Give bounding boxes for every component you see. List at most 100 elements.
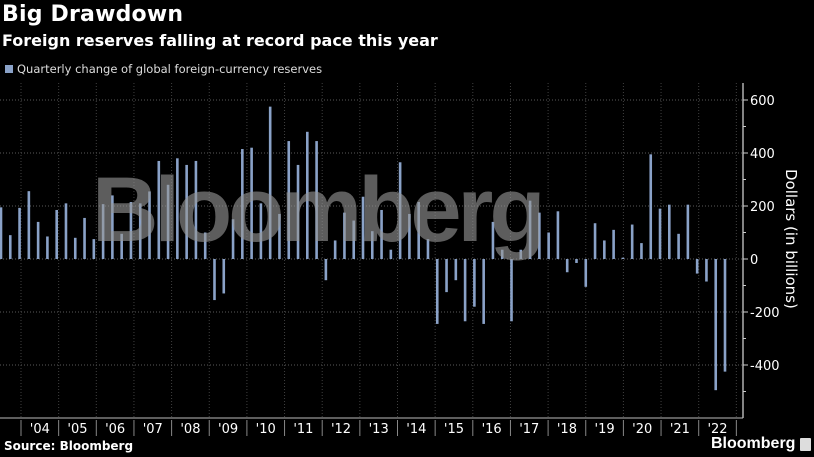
bar <box>603 240 606 259</box>
bar <box>203 232 207 259</box>
bar <box>417 202 420 259</box>
bar <box>101 204 105 259</box>
bar <box>111 195 114 259</box>
bar <box>176 158 179 259</box>
bar <box>36 221 40 259</box>
bar <box>695 259 699 274</box>
bar <box>315 141 318 259</box>
bar <box>565 259 569 273</box>
x-tick-label: '08 <box>180 422 200 437</box>
bar <box>343 212 346 259</box>
bar <box>584 259 588 287</box>
bar <box>612 229 615 259</box>
bar <box>166 184 170 259</box>
x-tick-label: '11 <box>293 422 313 437</box>
bar <box>324 259 328 281</box>
bar <box>361 196 365 259</box>
bar <box>398 162 402 259</box>
bar <box>250 147 253 259</box>
bar <box>491 221 495 259</box>
x-tick-label: '20 <box>632 422 652 437</box>
bar <box>278 213 281 259</box>
y-tick-label: -400 <box>750 359 780 374</box>
bar <box>259 203 263 259</box>
x-tick-label: '19 <box>595 422 615 437</box>
bar <box>148 191 151 259</box>
x-tick-label: '06 <box>105 422 125 437</box>
bar <box>519 249 523 259</box>
x-tick-label: '15 <box>444 422 464 437</box>
bar <box>370 231 374 259</box>
x-tick-label: '12 <box>331 422 351 437</box>
bar <box>435 259 439 324</box>
x-tick-label: '05 <box>67 422 87 437</box>
bar <box>714 259 718 391</box>
bar <box>621 257 625 259</box>
bar <box>352 220 356 259</box>
bar <box>73 237 77 259</box>
bar <box>8 235 12 259</box>
bar <box>510 259 513 322</box>
bar <box>83 217 86 259</box>
bar <box>556 211 560 259</box>
x-tick-label: '13 <box>369 422 389 437</box>
bar <box>454 259 458 281</box>
bar <box>129 202 133 259</box>
x-tick-label: '14 <box>406 422 426 437</box>
bar <box>138 203 142 259</box>
y-tick-label: 0 <box>750 253 758 268</box>
bar <box>426 239 430 259</box>
legend-swatch <box>5 65 13 73</box>
bar <box>408 213 411 259</box>
bar <box>18 207 21 259</box>
y-axis-label: Dollars (in billions) <box>782 169 800 309</box>
bar <box>658 208 662 259</box>
bar <box>0 207 3 259</box>
y-tick-label: 600 <box>750 94 775 109</box>
bar <box>380 209 383 259</box>
chart-title: Big Drawdown <box>2 2 184 27</box>
bar <box>64 203 68 259</box>
brand-logo: Bloomberg <box>711 435 796 452</box>
bar <box>686 204 690 259</box>
bar <box>268 106 272 259</box>
bar <box>241 149 244 259</box>
bar <box>92 239 96 259</box>
bar <box>55 209 58 259</box>
bar <box>231 219 235 259</box>
bar <box>473 259 476 307</box>
chart-icon <box>800 438 811 451</box>
bar <box>194 160 198 259</box>
bar <box>120 233 123 259</box>
bar <box>668 204 671 259</box>
x-tick-label: '16 <box>482 422 502 437</box>
bar <box>157 160 161 259</box>
bar <box>649 154 653 259</box>
legend-label: Quarterly change of global foreign-curre… <box>17 62 323 76</box>
bar <box>445 259 448 293</box>
bar <box>630 224 634 259</box>
source-note: Source: Bloomberg <box>4 439 134 453</box>
y-tick-label: 400 <box>750 147 775 162</box>
bar <box>463 259 467 322</box>
bar <box>389 249 393 259</box>
chart-subtitle: Foreign reserves falling at record pace … <box>2 31 438 50</box>
bar <box>575 259 578 263</box>
bar <box>213 259 216 301</box>
bar <box>593 223 597 259</box>
bar <box>46 236 49 259</box>
x-tick-label: '17 <box>519 422 539 437</box>
x-tick-label: '22 <box>707 422 727 437</box>
x-tick-label: '18 <box>557 422 577 437</box>
x-tick-label: '09 <box>218 422 238 437</box>
bar <box>306 131 309 259</box>
bar <box>705 259 708 282</box>
bar <box>296 164 300 259</box>
bar <box>333 240 337 259</box>
bar <box>500 249 504 259</box>
y-tick-label: 200 <box>750 200 775 215</box>
bar <box>640 243 643 259</box>
bar <box>482 259 485 324</box>
bar <box>185 164 188 259</box>
